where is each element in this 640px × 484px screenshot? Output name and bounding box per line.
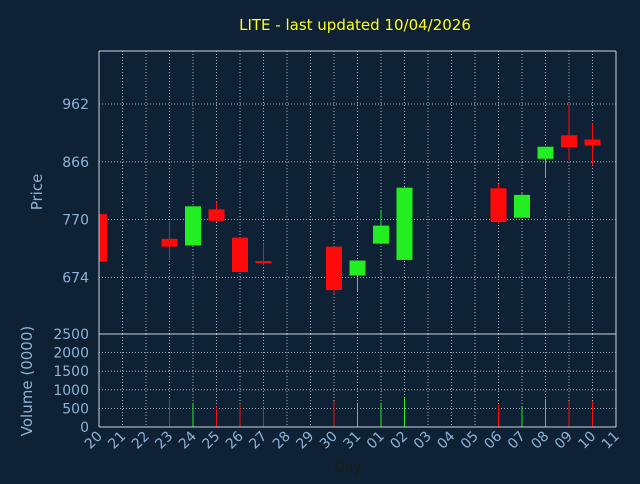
candle-body [373,225,389,244]
volume-bars [169,397,593,427]
price-tick-label: 770 [62,213,89,229]
candle-body [349,260,366,276]
candle-body [326,246,342,291]
candle-body [561,135,577,148]
volume-tick-label: 2500 [53,327,89,343]
candle-body [584,139,601,146]
candle-body [208,209,225,221]
candle-body [537,146,554,159]
y-axis-label-volume: Volume (0000) [18,326,36,436]
candle-body [255,261,272,264]
candle-body [99,214,107,262]
candles [98,103,601,295]
y-axis-label-price: Price [28,174,46,211]
volume-tick-label: 2000 [53,346,89,362]
volume-tick-label: 500 [62,401,89,417]
volume-grid [99,334,617,427]
price-tick-label: 962 [62,97,89,113]
x-axis-label: Day [334,460,362,476]
plot-frames [98,50,617,428]
volume-tick-label: 0 [80,420,89,436]
volume-tick-labels: 0 500 1000 1500 2000 2500 [53,327,89,436]
candle-body [232,237,248,272]
x-tick-labels: 20 21 22 23 24 25 26 27 28 29 30 31 01 02 03 04 05 06 07 08… [82,428,623,452]
candle-body [185,206,201,246]
volume-tick-label: 1500 [53,364,89,380]
volume-tick-label: 1000 [53,383,89,399]
price-tick-label: 674 [62,270,89,286]
price-tick-labels: 674 770 866 962 [62,97,89,286]
candle-body [514,194,530,218]
chart-title: LITE - last updated 10/04/2026 [239,16,471,34]
candle-body [396,187,413,260]
candle-body [490,188,507,223]
price-tick-label: 866 [62,155,89,171]
candle-body [161,238,178,247]
